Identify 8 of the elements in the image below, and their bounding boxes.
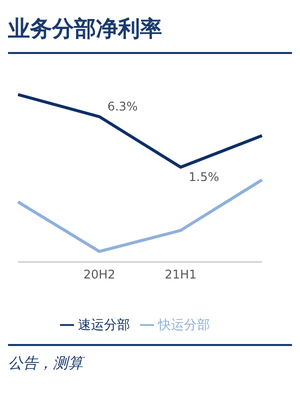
x-tick-label: 20H2: [83, 268, 116, 282]
x-tick-label: 21H1: [164, 268, 197, 282]
legend-label: 快运分部: [158, 318, 210, 333]
data-label: 1.5%: [188, 170, 220, 184]
chart-title: 业务分部净利率: [8, 8, 292, 54]
text: 公告，测算: [8, 354, 86, 373]
legend-label: 速运分部: [78, 318, 130, 333]
data-label: 6.3%: [107, 100, 138, 114]
